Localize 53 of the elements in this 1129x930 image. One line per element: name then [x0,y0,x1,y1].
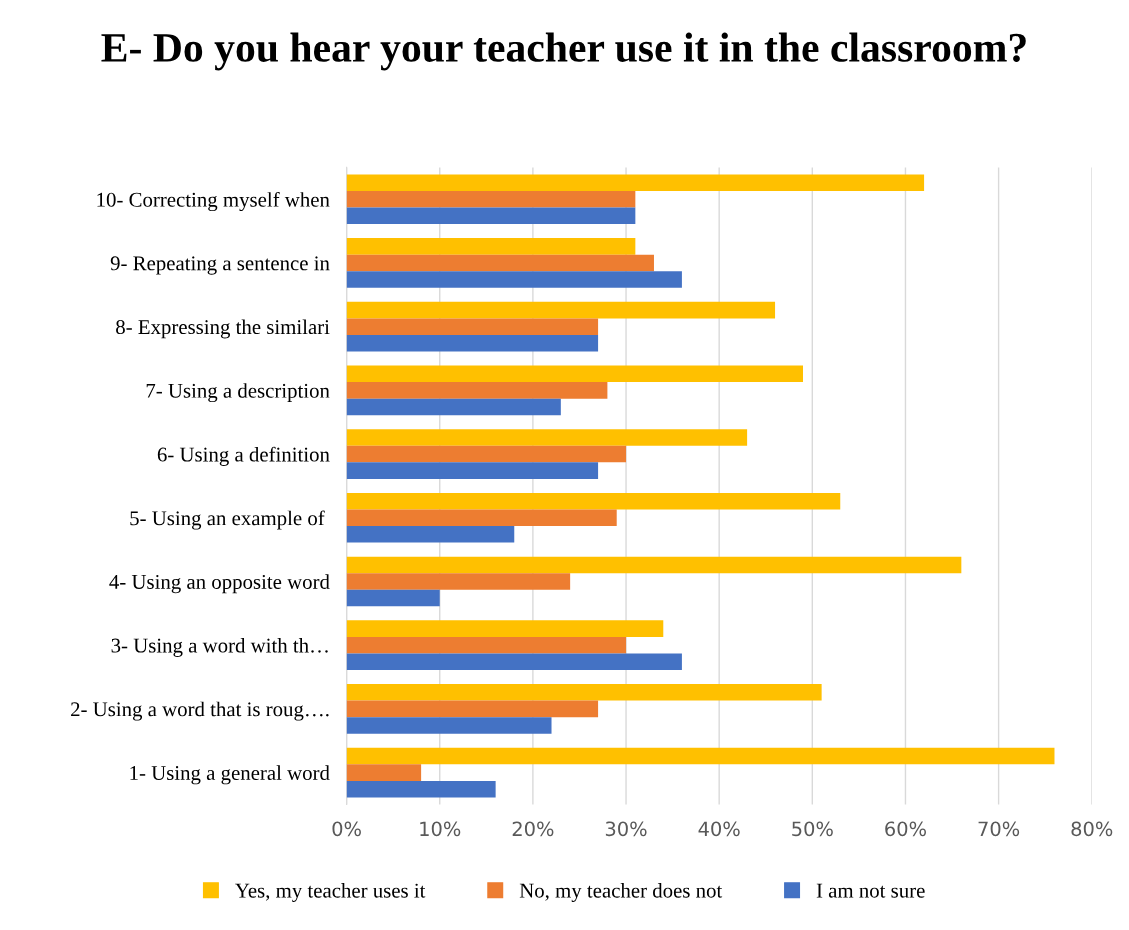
x-tick-label: 70% [978,821,1020,837]
bar [346,589,440,607]
y-tick-label: 5- Using an example of [130,510,325,530]
x-tick-label: 30% [605,821,647,837]
x-tick-label: 20% [512,821,554,837]
y-tick-label: 3- Using a word with th… [111,637,328,657]
bar [346,318,599,335]
bar [346,573,571,590]
bar [346,717,552,734]
bar [346,429,748,446]
legend-label: I am not sure [816,883,925,898]
y-tick-label: 7- Using a description [146,383,330,403]
bar [346,526,515,543]
y-tick-label: 4- Using an opposite word [109,574,330,594]
y-tick-label: 10- Correcting myself when [97,191,330,212]
bar [346,382,608,399]
y-tick-label: 8- Expressing the similari [116,319,330,339]
bar [346,365,803,383]
bar [346,653,682,671]
bar [346,271,682,288]
bar [346,492,841,510]
y-tick-label: 1- Using a general word [130,765,330,785]
bar [346,190,636,208]
chart-title: E- Do you hear your teacher use it in the classroom? [101,32,1026,71]
y-tick-label: 9- Repeating a sentence in [110,256,330,275]
bar [346,509,617,527]
bar [346,780,496,798]
legend-label: No, my teacher does not [519,883,723,902]
bar [346,334,599,352]
x-tick-label: 0% [332,821,361,837]
bar [346,301,776,319]
bar [346,238,636,255]
bar [346,556,962,574]
bar [346,620,664,637]
bar [346,398,561,416]
y-tick-label: 2- Using a word that is roug…. [71,701,329,721]
bar [346,764,422,781]
bar [346,254,654,272]
legend-label: Yes, my teacher uses it [235,883,426,902]
x-tick-label: 10% [420,821,461,837]
bar [346,174,925,191]
x-tick-label: 60% [885,821,926,837]
bar [346,700,599,718]
y-tick-label: 6- Using a definition [157,446,330,466]
bar [346,636,627,654]
bar [346,445,627,463]
bar [346,747,1055,765]
bar [346,684,822,701]
x-tick-label: 40% [698,821,740,837]
x-tick-label: 50% [792,821,833,837]
bar [346,207,636,225]
bar [346,462,599,479]
x-tick-label: 80% [1071,821,1113,837]
